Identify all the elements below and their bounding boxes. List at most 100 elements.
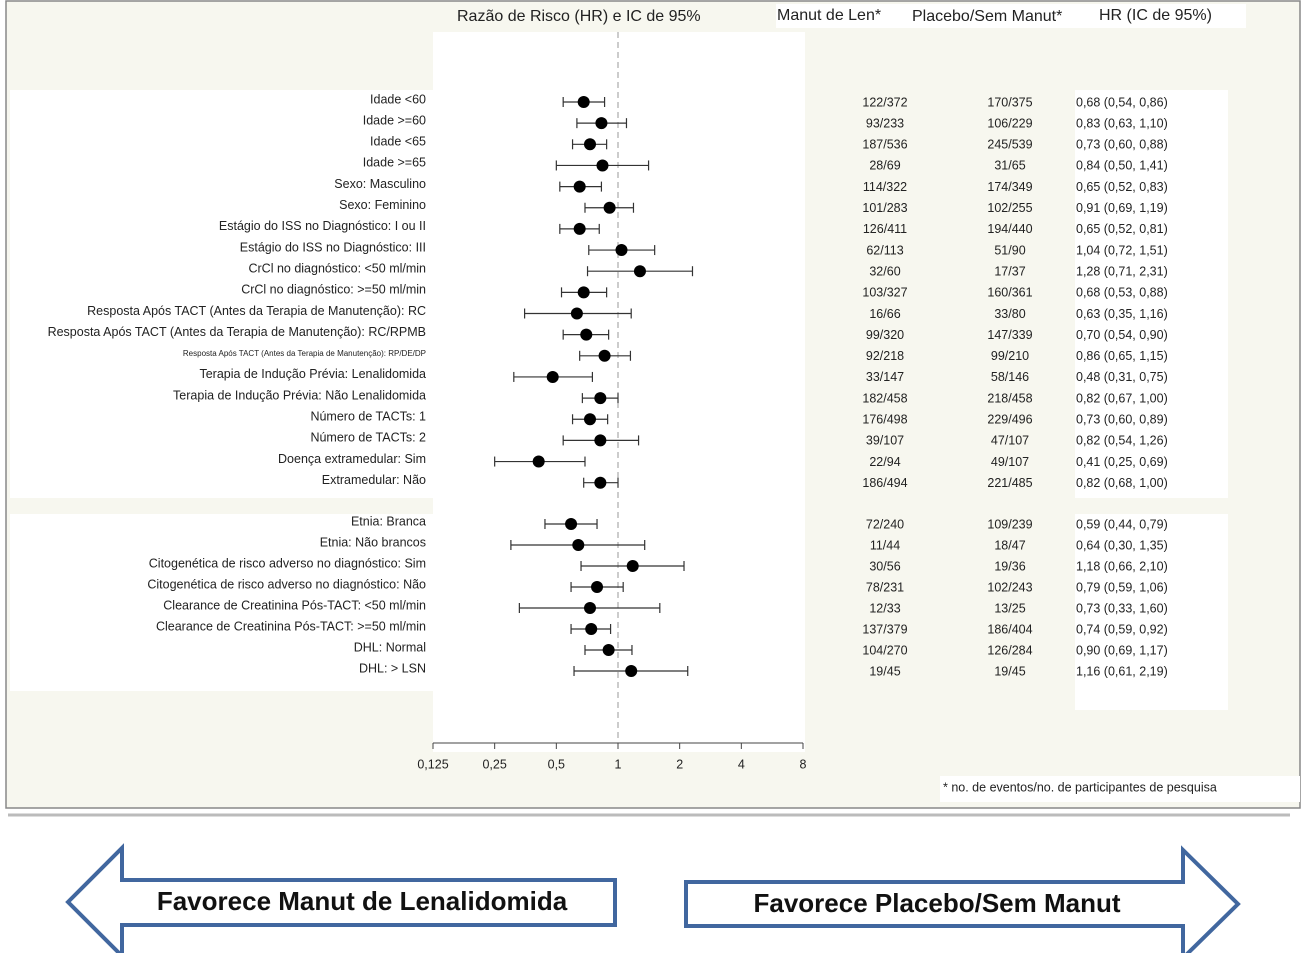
n-len: 28/69 <box>869 159 900 173</box>
hr-ci-label: 1,28 (0,71, 2,31) <box>1076 264 1168 278</box>
hr-point <box>584 413 597 426</box>
n-placebo: 19/45 <box>994 664 1025 678</box>
row-label: DHL: > LSN <box>359 661 426 675</box>
hr-point <box>625 665 638 677</box>
hr-point <box>573 222 586 235</box>
hr-point <box>594 476 607 489</box>
row-label: Número de TACTs: 1 <box>310 410 426 424</box>
hr-point <box>577 286 590 299</box>
x-tick-label: 4 <box>738 757 745 771</box>
n-len: 32/60 <box>869 264 900 278</box>
n-len: 176/498 <box>862 413 907 427</box>
hr-ci-label: 0,84 (0,50, 1,41) <box>1076 159 1168 173</box>
n-placebo: 58/146 <box>991 370 1029 384</box>
column-header: Manut de Len* <box>777 7 881 24</box>
row-label: Estágio do ISS no Diagnóstico: III <box>240 240 426 254</box>
n-len: 62/113 <box>866 243 903 257</box>
column-header: HR (IC de 95%) <box>1099 7 1212 24</box>
header-panel <box>776 4 1246 28</box>
row-label: Citogenética de risco adverso no diagnós… <box>147 577 426 591</box>
hr-point <box>596 159 609 172</box>
hr-ci-label: 0,83 (0,63, 1,10) <box>1076 116 1168 130</box>
hr-ci-label: 0,73 (0,60, 0,89) <box>1076 413 1168 427</box>
n-placebo: 109/239 <box>987 517 1032 531</box>
n-len: 22/94 <box>869 455 900 469</box>
n-placebo: 47/107 <box>991 434 1029 448</box>
plot-panel <box>433 32 805 752</box>
n-placebo: 245/539 <box>987 138 1032 152</box>
n-len: 78/231 <box>866 580 904 594</box>
hr-point <box>595 117 608 130</box>
n-len: 182/458 <box>862 391 907 405</box>
arrow-right-label: Favorece Placebo/Sem Manut <box>753 888 1120 918</box>
row-label: Resposta Após TACT (Antes da Terapia de … <box>48 325 426 339</box>
row-label: Sexo: Feminino <box>339 198 426 212</box>
hr-point <box>598 349 611 362</box>
hr-ci-label: 0,63 (0,35, 1,16) <box>1076 307 1168 321</box>
hr-panel <box>1075 90 1228 498</box>
x-tick-label: 8 <box>800 757 807 771</box>
hr-ci-label: 0,65 (0,52, 0,81) <box>1076 222 1168 236</box>
n-placebo: 170/375 <box>987 95 1032 109</box>
hr-ci-label: 0,59 (0,44, 0,79) <box>1076 517 1168 531</box>
row-label: CrCl no diagnóstico: <50 ml/min <box>248 261 426 275</box>
hr-ci-label: 0,82 (0,54, 1,26) <box>1076 434 1168 448</box>
n-placebo: 17/37 <box>994 264 1025 278</box>
n-placebo: 221/485 <box>987 476 1032 490</box>
hr-ci-label: 0,73 (0,60, 0,88) <box>1076 138 1168 152</box>
hr-point <box>594 392 607 405</box>
n-placebo: 51/90 <box>994 243 1025 257</box>
n-len: 12/33 <box>869 601 900 615</box>
x-tick-label: 0,125 <box>417 757 448 771</box>
n-len: 39/107 <box>866 434 904 448</box>
n-len: 104/270 <box>862 643 907 657</box>
n-len: 101/283 <box>862 201 907 215</box>
hr-point <box>615 244 628 257</box>
row-label: Citogenética de risco adverso no diagnós… <box>149 556 426 570</box>
n-len: 114/322 <box>863 180 907 194</box>
n-len: 99/320 <box>866 328 904 342</box>
n-len: 93/233 <box>866 116 904 130</box>
hr-ci-label: 0,86 (0,65, 1,15) <box>1076 349 1168 363</box>
n-placebo: 147/339 <box>987 328 1032 342</box>
row-label: Idade <60 <box>370 92 426 106</box>
n-placebo: 102/243 <box>987 580 1032 594</box>
hr-ci-label: 0,90 (0,69, 1,17) <box>1076 643 1168 657</box>
row-label: Idade <65 <box>370 135 426 149</box>
n-len: 92/218 <box>866 349 904 363</box>
n-placebo: 18/47 <box>994 538 1025 552</box>
hr-point <box>633 265 646 278</box>
n-len: 137/379 <box>862 622 907 636</box>
n-placebo: 186/404 <box>987 622 1032 636</box>
row-label: Resposta Após TACT (Antes da Terapia de … <box>87 304 426 318</box>
hr-ci-label: 0,64 (0,30, 1,35) <box>1076 538 1168 552</box>
label-panel <box>10 514 433 691</box>
row-label: Doença extramedular: Sim <box>278 452 426 466</box>
n-len: 122/372 <box>862 95 907 109</box>
hr-ci-label: 0,48 (0,31, 0,75) <box>1076 370 1168 384</box>
hr-point <box>584 602 597 614</box>
hr-point <box>577 96 590 108</box>
arrow-left <box>65 843 617 953</box>
hr-ci-label: 1,16 (0,61, 2,19) <box>1076 664 1168 678</box>
column-header: Placebo/Sem Manut* <box>912 8 1062 25</box>
n-len: 11/44 <box>870 538 900 552</box>
row-label: Sexo: Masculino <box>334 177 426 191</box>
hr-point <box>594 434 607 447</box>
hr-ci-label: 0,65 (0,52, 0,83) <box>1076 180 1168 194</box>
row-label: Número de TACTs: 2 <box>310 431 426 445</box>
row-label: Terapia de Indução Prévia: Lenalidomida <box>199 367 426 381</box>
hr-point <box>603 201 616 214</box>
n-placebo: 218/458 <box>987 391 1032 405</box>
x-tick-label: 1 <box>615 757 622 771</box>
x-tick-label: 2 <box>676 757 683 771</box>
row-label: Idade >=60 <box>363 113 426 127</box>
n-placebo: 31/65 <box>994 159 1025 173</box>
hr-ci-label: 0,82 (0,68, 1,00) <box>1076 476 1168 490</box>
n-len: 103/327 <box>862 286 907 300</box>
n-placebo: 19/36 <box>994 559 1025 573</box>
x-tick-label: 0,25 <box>482 757 506 771</box>
hr-ci-label: 0,91 (0,69, 1,19) <box>1076 201 1168 215</box>
hr-ci-label: 0,73 (0,33, 1,60) <box>1076 601 1168 615</box>
